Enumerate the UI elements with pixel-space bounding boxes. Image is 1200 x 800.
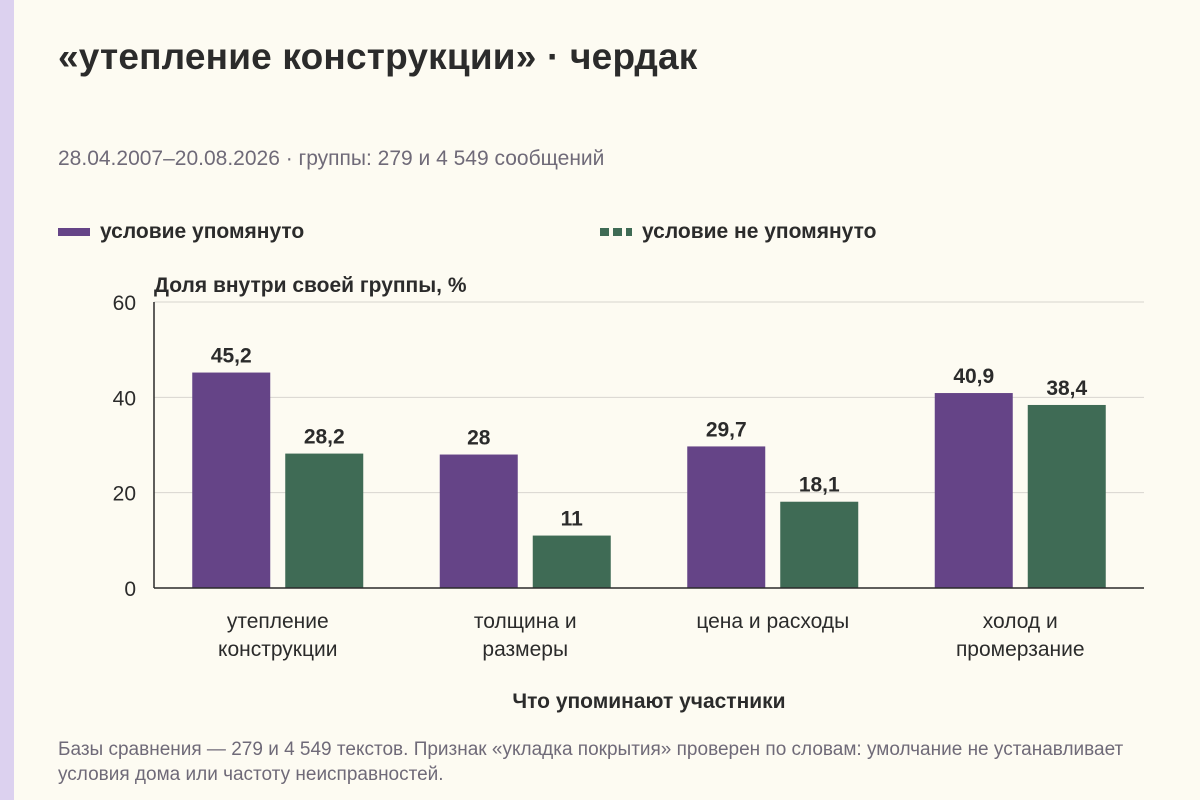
x-category-label: утепление [227, 610, 329, 633]
bar-value-label: 28,2 [304, 426, 345, 449]
bar-value-label: 18,1 [799, 474, 840, 497]
bar [192, 372, 271, 588]
bar-value-label: 28 [467, 427, 491, 450]
bar-value-label: 40,9 [953, 365, 994, 388]
x-category-label: конструкции [218, 638, 337, 661]
y-axis-title: Доля внутри своей группы, % [154, 274, 467, 297]
bar [285, 453, 364, 588]
legend-swatch-mentioned [58, 228, 90, 236]
y-tick-label: 40 [113, 387, 136, 410]
x-category-label: размеры [482, 638, 568, 661]
bar [532, 535, 611, 588]
x-category-label: толщина и [474, 610, 577, 633]
y-tick-label: 0 [124, 578, 136, 601]
bar [780, 501, 859, 588]
bar [1027, 404, 1106, 588]
bar [439, 454, 518, 588]
x-category-label: цена и расходы [696, 610, 849, 633]
bar-value-label: 38,4 [1046, 377, 1087, 400]
legend-item-mentioned: условие упомянуто [58, 220, 304, 244]
footnote: Базы сравнения — 279 и 4 549 текстов. Пр… [58, 739, 1124, 785]
x-category-label: холод и [983, 610, 1058, 633]
y-tick-label: 60 [113, 292, 136, 315]
x-axis-title: Что упоминают участники [512, 690, 785, 713]
legend-swatch-not-mentioned [600, 228, 632, 236]
chart-title: «утепление конструкции» · чердак [58, 36, 698, 77]
legend-item-not-mentioned: условие не упомянуто [600, 220, 876, 244]
legend-label-mentioned: условие упомянуто [100, 220, 305, 243]
left-accent-stripe [0, 0, 14, 800]
legend-label-not-mentioned: условие не упомянуто [642, 220, 877, 243]
bar [687, 446, 766, 588]
y-tick-label: 20 [113, 483, 136, 506]
chart-subtitle: 28.04.2007–20.08.2026 · группы: 279 и 4 … [58, 147, 605, 170]
bar-chart: 0 20 40 60 45,2 28,2 утепление конструкции 28 11 т… [113, 274, 1144, 713]
bar-value-label: 11 [561, 508, 584, 531]
bar [934, 393, 1013, 588]
labels: 0 20 40 60 45,2 28,2 утепление конструкции 28 11 т… [113, 292, 1088, 661]
bars [192, 372, 1106, 588]
bar-value-label: 29,7 [706, 418, 747, 441]
bar-value-label: 45,2 [211, 345, 252, 368]
x-category-label: промерзание [956, 638, 1085, 661]
